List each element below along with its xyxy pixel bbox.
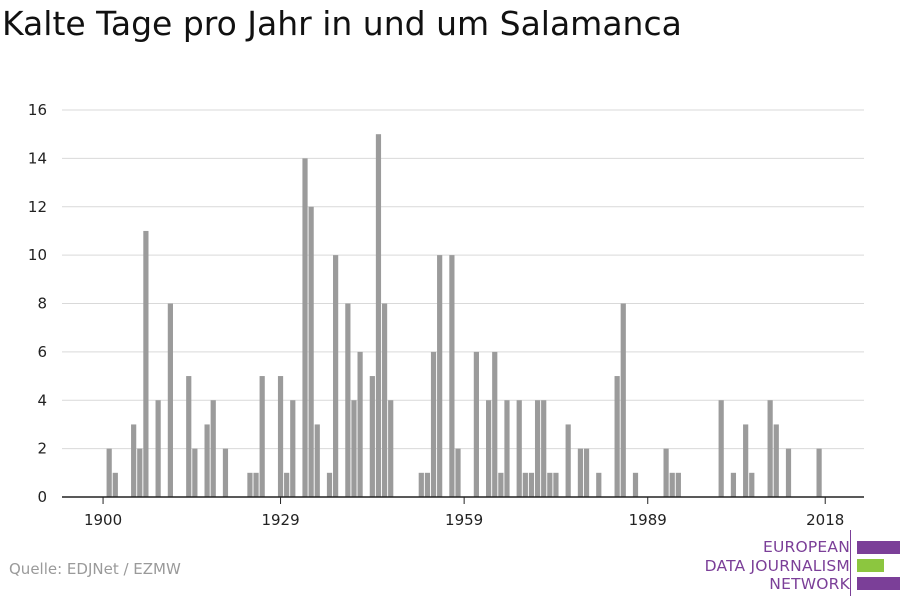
y-tick-label: 14 [28,149,47,167]
y-axis-ticks: 0 2 4 6 8 10 12 14 16 [28,101,47,506]
y-tick-label: 12 [28,198,47,216]
bar-1969 [522,472,528,497]
gridlines [62,109,864,450]
x-axis-ticks: 1900 1929 1959 1989 2018 [84,497,844,529]
bar-1976 [565,424,571,497]
bar-1970 [528,472,535,497]
x-tick-label: 1989 [629,511,667,529]
bar-1902 [112,472,118,497]
bar-1968 [516,400,522,497]
x-tick-label: 1959 [445,511,483,529]
bar-1937 [326,472,333,497]
bar-1946 [381,303,388,497]
bar-1973 [547,472,553,497]
bar-2012 [785,448,792,498]
bar-1993 [669,472,675,497]
bar-1917 [204,424,210,497]
source-note: Quelle: EDJNet / EZMW [9,560,181,578]
bar-1915 [192,448,198,498]
bar-1926 [259,376,265,497]
logo-bar-purple-top [857,541,900,554]
edjnet-logo: EUROPEAN DATA JOURNALISM NETWORK [700,530,900,596]
bar-2001 [718,400,724,497]
bar-1931 [290,400,296,497]
bar-1938 [333,255,339,498]
logo-line-european: EUROPEAN [762,538,850,556]
y-tick-label: 8 [37,295,47,313]
bar-1952 [418,472,424,497]
bar-1914 [186,376,192,497]
bar-1985 [620,303,626,497]
bar-2010 [773,424,779,497]
bar-1906 [137,448,143,498]
bar-1933 [302,158,308,498]
bar-1907 [143,230,149,497]
bar-1942 [357,351,363,498]
bar-1994 [675,472,681,497]
bar-1909 [155,400,161,497]
bar-1987 [632,472,639,497]
bar-1920 [222,448,229,498]
bar-1901 [106,448,112,498]
bar-2003 [730,472,737,497]
x-tick-label: 1900 [84,511,122,529]
y-tick-label: 16 [28,101,47,119]
y-tick-label: 6 [37,343,47,361]
bar-1963 [486,400,492,497]
bar-1957 [449,255,455,498]
bar-1930 [284,472,290,497]
bar-1979 [583,448,590,498]
logo-line-network: NETWORK [769,575,850,593]
bar-1965 [498,472,504,497]
bar-1945 [375,134,382,497]
bar-1981 [596,472,602,497]
bar-1934 [308,206,314,497]
bar-1905 [131,424,137,497]
y-tick-label: 10 [28,246,47,264]
bar-2005 [743,424,749,497]
bar-1978 [577,448,584,498]
bar-1974 [553,472,559,497]
logo-divider [850,530,851,596]
bar-1984 [614,376,620,497]
logo-line-data-journalism: DATA JOURNALISM [704,557,850,575]
bar-1961 [473,351,479,498]
bar-1911 [167,303,173,497]
y-tick-label: 0 [37,488,47,506]
x-tick-label: 2018 [806,511,844,529]
bar-1940 [345,303,351,497]
bar-1964 [492,351,498,498]
bar-1955 [437,255,443,498]
bar-1971 [534,400,541,497]
bar-1929 [277,376,284,497]
y-tick-label: 2 [37,440,47,458]
bar-1924 [247,472,253,497]
bar-2006 [749,472,755,497]
bar-2017 [816,448,822,498]
bar-2009 [767,400,773,497]
chart-title: Kalte Tage pro Jahr in und um Salamanca [2,4,682,43]
bar-1958 [455,448,461,498]
bar-1935 [314,424,320,497]
logo-bar-purple-bottom [857,577,900,590]
logo-bar-green [857,559,884,572]
bar-1966 [504,400,510,497]
bars [106,134,822,498]
bar-1944 [369,376,375,497]
bar-1954 [430,351,437,498]
bar-1918 [210,400,216,497]
bar-1941 [351,400,357,497]
bar-1953 [424,472,431,497]
y-tick-label: 4 [37,391,47,409]
bar-1972 [541,400,547,497]
x-tick-label: 1929 [261,511,299,529]
bar-1925 [253,472,259,497]
bar-1947 [388,400,394,497]
bar-1992 [663,448,669,498]
